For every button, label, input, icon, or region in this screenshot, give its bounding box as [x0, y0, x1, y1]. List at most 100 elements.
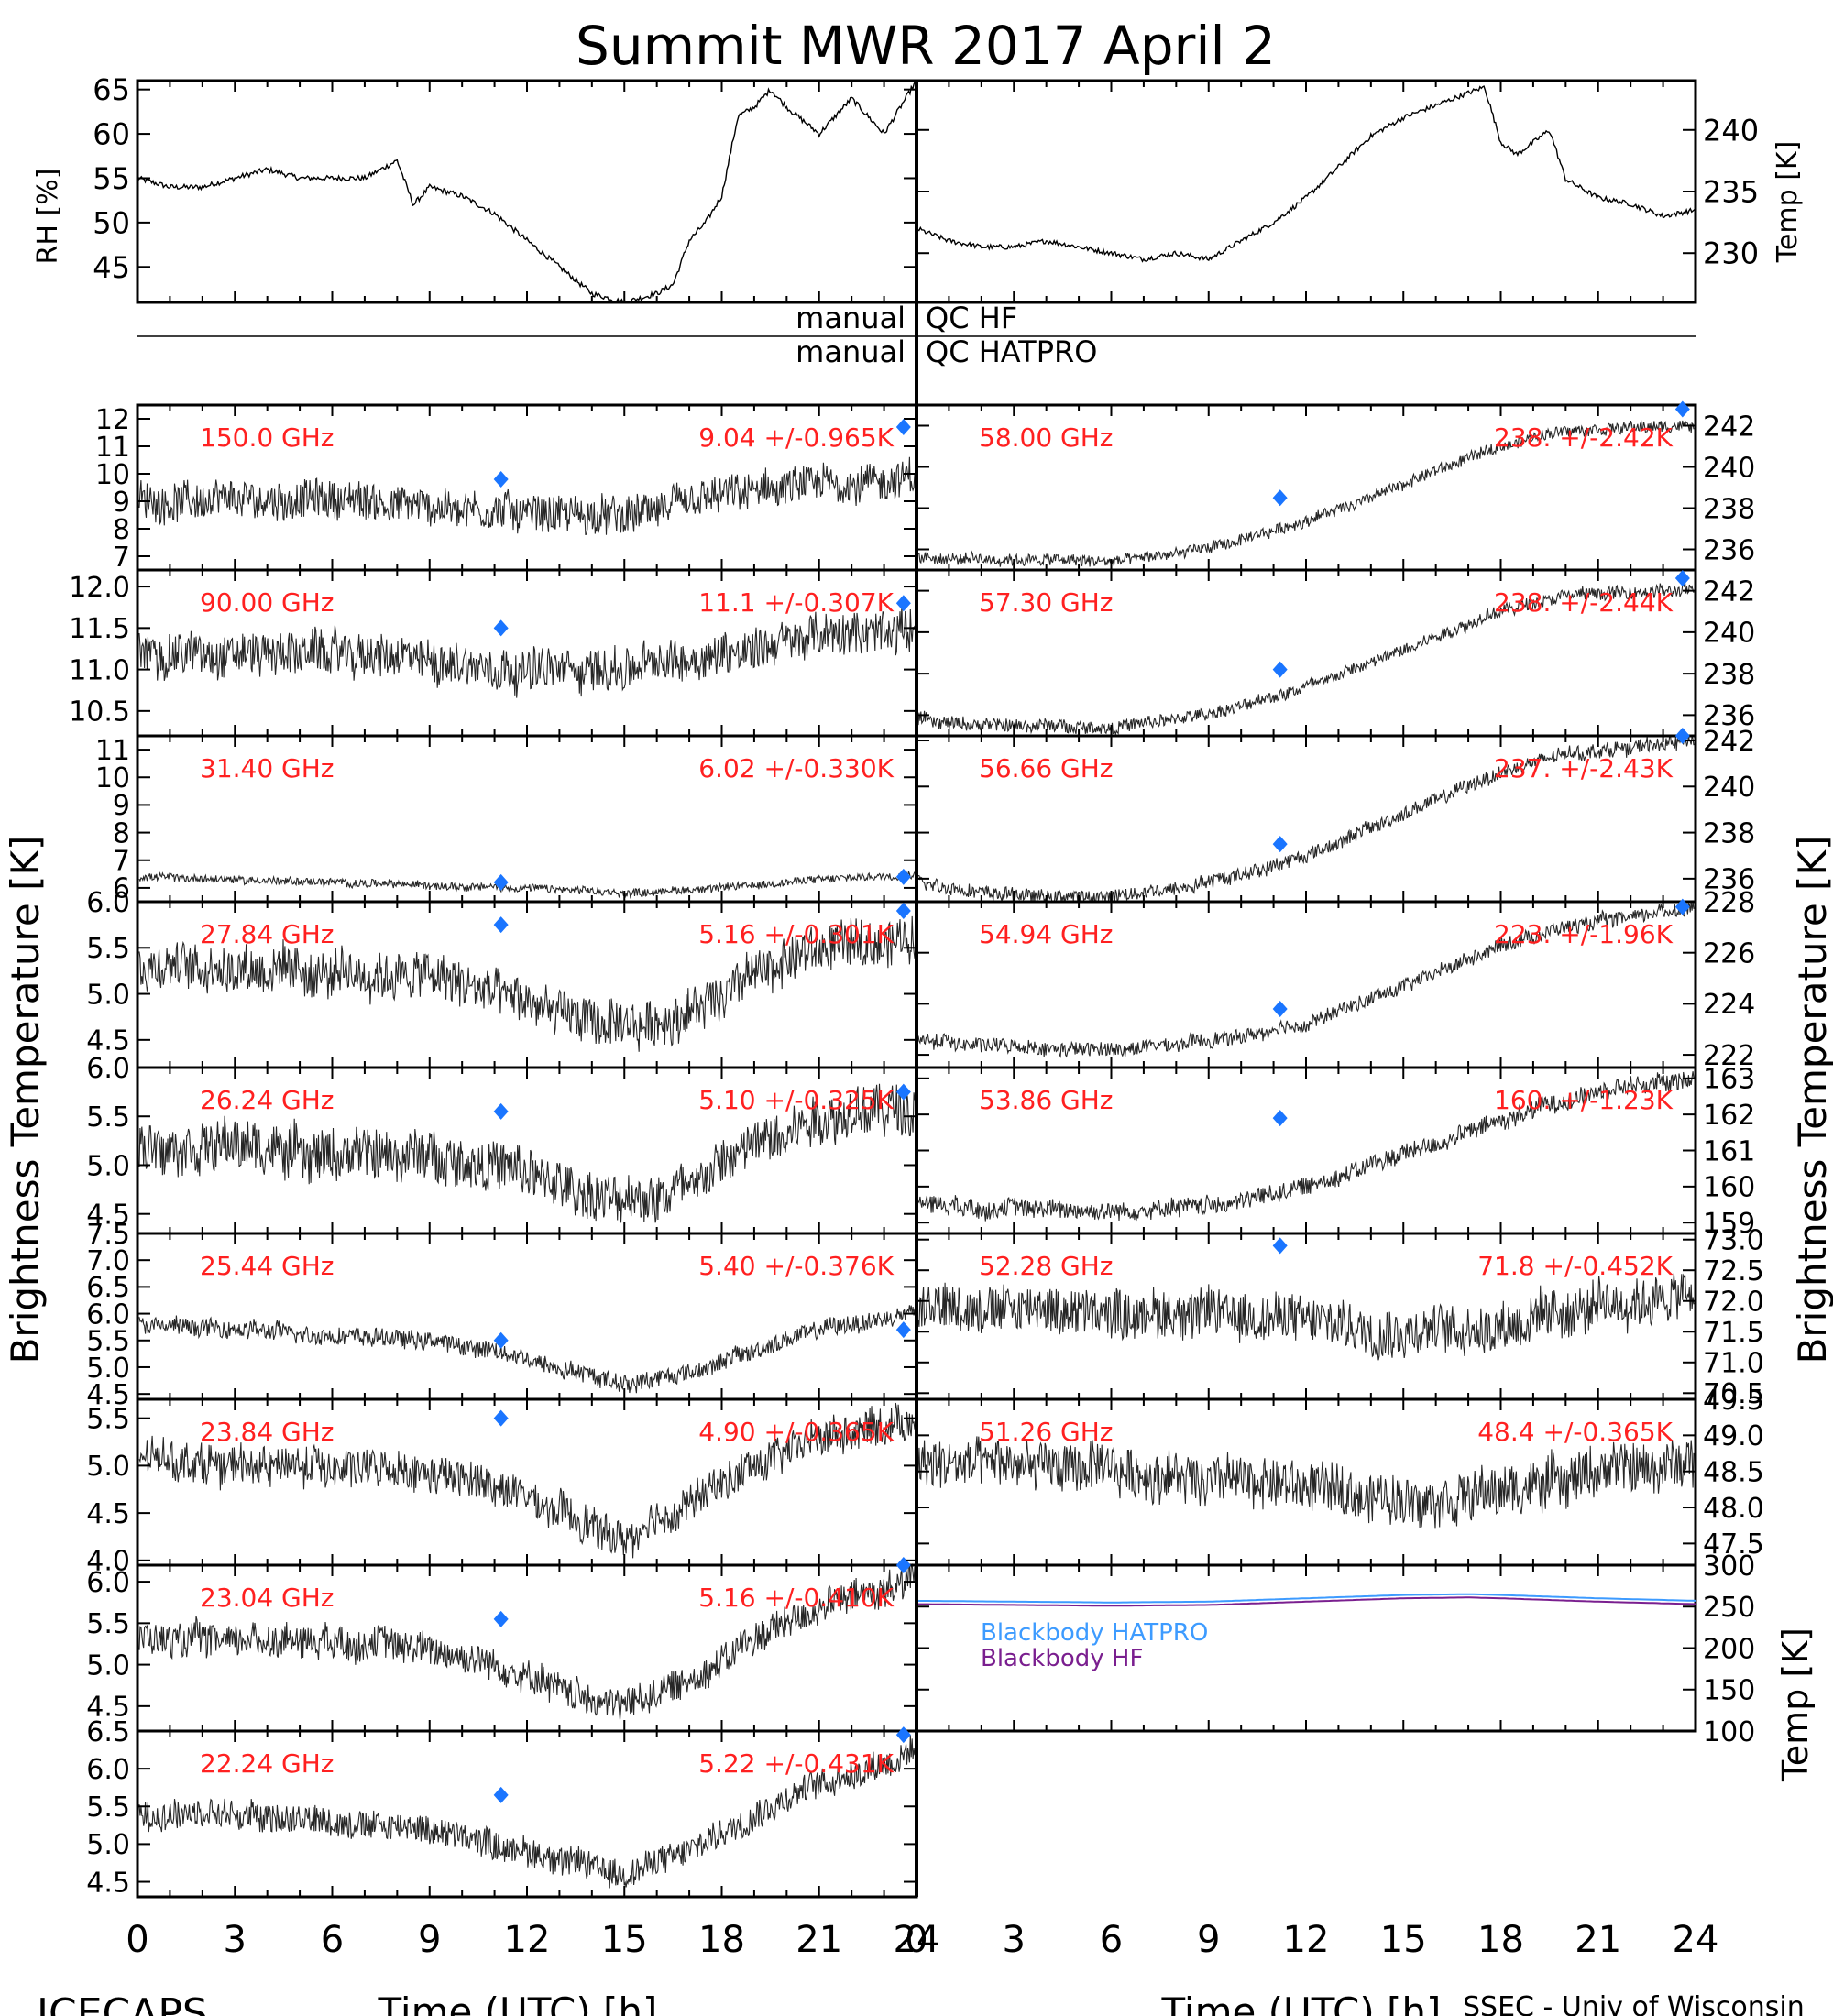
y-tick-label: 4.5 — [86, 1200, 130, 1232]
panel-57-30: 236 238 240 242 57.30 GHz 238. +/-2.44K — [915, 568, 1755, 738]
y-tick-label: 4.5 — [86, 1498, 130, 1530]
statistics-label: 5.16 +/-0.301K — [698, 919, 894, 949]
y-tick-label: 235 — [1703, 175, 1759, 210]
y-tick-label: 5.5 — [86, 1403, 130, 1435]
statistics-label: 11.1 +/-0.307K — [698, 587, 894, 618]
y-tick-label: 242 — [1703, 575, 1755, 608]
rh-panel-frame — [136, 79, 918, 304]
y-tick-label: 7 — [113, 846, 130, 878]
x-tick-label-left: 15 — [601, 1919, 648, 1961]
y-tick-label: 48.5 — [1703, 1456, 1764, 1488]
y-tick-label: 5.5 — [86, 1101, 130, 1134]
sounding-point — [895, 595, 911, 612]
statistics-label: 5.16 +/-0.410K — [698, 1583, 894, 1613]
statistics-label: 71.8 +/-0.452K — [1477, 1251, 1673, 1281]
data-trace — [138, 456, 916, 535]
y-tick-label: 11 — [95, 735, 130, 767]
y-tick-label: 49.0 — [1703, 1420, 1764, 1452]
y-tick-label: 240 — [1703, 113, 1759, 148]
sounding-point — [493, 873, 509, 891]
figure-title: Summit MWR 2017 April 2 — [576, 15, 1276, 77]
blackbody-hf-label: Blackbody HF — [981, 1645, 1143, 1672]
frequency-label: 54.94 GHz — [979, 919, 1114, 949]
frequency-label: 150.0 GHz — [200, 422, 335, 453]
y-tick-label: 6 — [113, 873, 130, 905]
statistics-label: 4.90 +/-0.365K — [698, 1417, 894, 1447]
statistics-label: 238. +/-2.44K — [1494, 587, 1674, 618]
x-tick-label-left: 18 — [698, 1919, 745, 1961]
tb-left-axis-label: Brightness Temperature [K] — [3, 836, 48, 1364]
qc-hf-left: manual — [796, 301, 906, 335]
data-trace — [917, 1273, 1695, 1361]
sounding-point — [493, 1786, 509, 1803]
y-tick-label: 228 — [1703, 887, 1755, 919]
y-tick-label: 7.5 — [86, 1219, 130, 1251]
x-tick-label-right: 21 — [1575, 1919, 1621, 1961]
y-tick-label: 200 — [1703, 1633, 1755, 1665]
y-tick-label: 300 — [1703, 1550, 1755, 1583]
y-tick-label: 238 — [1703, 493, 1755, 525]
data-trace — [917, 1436, 1695, 1529]
qc-hatpro-right: QC HATPRO — [926, 334, 1097, 369]
y-tick-label: 11.0 — [69, 654, 130, 686]
y-tick-label: 45 — [93, 250, 130, 285]
panel-23-84: 4.0 4.5 5.0 5.5 23.84 GHz 4.90 +/-0.365K — [86, 1397, 918, 1578]
y-tick-label: 10 — [95, 459, 130, 491]
panel-52-28: 70.571.071.572.072.573.0 52.28 GHz 71.8 +/… — [915, 1225, 1764, 1410]
sounding-point — [895, 1726, 911, 1744]
x-tick-label-left: 6 — [321, 1919, 344, 1961]
y-tick-label: 159 — [1703, 1208, 1755, 1240]
data-trace — [138, 915, 916, 1052]
sounding-point — [493, 471, 509, 488]
sounding-point — [493, 1409, 509, 1427]
y-tick-label: 11.5 — [69, 613, 130, 645]
y-tick-label: 230 — [1703, 236, 1759, 271]
frequency-label: 51.26 GHz — [979, 1417, 1114, 1447]
x-tick-label-left: 24 — [894, 1919, 940, 1961]
frequency-label: 27.84 GHz — [200, 919, 335, 949]
y-tick-label: 5.5 — [86, 1608, 130, 1640]
y-tick-label: 236 — [1703, 864, 1755, 896]
rh-trace — [137, 80, 917, 304]
sounding-point — [1674, 570, 1690, 587]
frequency-label: 23.84 GHz — [200, 1417, 335, 1447]
sounding-point — [493, 1331, 509, 1349]
temp-panel-frame — [915, 79, 1697, 304]
y-tick-label: 6.0 — [86, 1567, 130, 1599]
sounding-point — [1272, 1237, 1288, 1255]
y-tick-label: 5.0 — [86, 1150, 130, 1182]
frequency-label: 22.24 GHz — [200, 1748, 335, 1779]
sounding-point — [895, 1321, 911, 1339]
panel-51-26: 47.548.0 48.5 49.049.5 51.26 GHz 48.4 +/-0.3… — [915, 1385, 1764, 1567]
y-tick-label: 6.0 — [86, 1754, 130, 1786]
sounding-point — [895, 903, 911, 920]
y-tick-label: 242 — [1703, 726, 1755, 758]
time-axis-label-right: Time (UTC) [h] — [1161, 1989, 1442, 2016]
statistics-label: 5.40 +/-0.376K — [698, 1251, 894, 1281]
sounding-point — [1272, 836, 1288, 853]
temp-panel: 230 235 240 — [915, 79, 1759, 304]
sounding-point — [493, 916, 509, 934]
blackbody-hatpro-line — [916, 1593, 1696, 1604]
panel-blackbody: 100 150 200 250 300 Blackbody HATPROBlackbody… — [915, 1550, 1755, 1748]
y-tick-label: 240 — [1703, 772, 1755, 804]
y-tick-label: 50 — [93, 205, 130, 240]
data-trace — [138, 1562, 916, 1720]
sounding-point — [895, 868, 911, 885]
sounding-point — [493, 1610, 509, 1627]
panel-56-66: 236 238 240 242 56.66 GHz 237. +/-2.43K — [915, 726, 1755, 904]
y-tick-label: 12.0 — [69, 572, 130, 604]
footer-icecaps: ICECAPS — [37, 1990, 208, 2016]
y-tick-label: 11 — [95, 432, 130, 464]
x-tick-label-left: 3 — [224, 1919, 247, 1961]
y-tick-label: 73.0 — [1703, 1225, 1764, 1257]
x-tick-label-left: 12 — [504, 1919, 551, 1961]
qc-hatpro-left: manual — [796, 334, 906, 369]
sounding-point — [493, 619, 509, 637]
x-tick-label-left: 21 — [796, 1919, 842, 1961]
y-tick-label: 7 — [113, 542, 130, 574]
x-tick-label-left: 0 — [126, 1919, 148, 1961]
blackbody-hatpro-label: Blackbody HATPRO — [981, 1619, 1208, 1647]
